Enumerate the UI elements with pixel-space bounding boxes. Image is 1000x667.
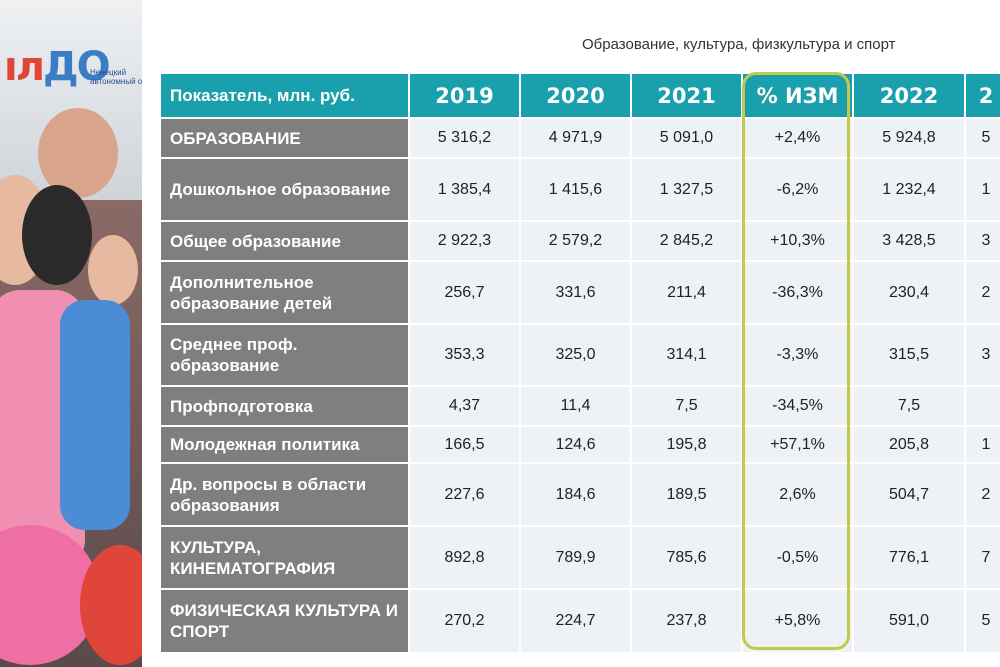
cell-year-2020: 124,6 [521,427,630,462]
cell-change-pct: +2,4% [743,119,852,157]
header-cell-year-2019: 2019 [410,74,519,117]
cell-year-next: 5 [966,590,1000,652]
cell-year-2020: 1 415,6 [521,159,630,220]
cell-change-pct: -0,5% [743,527,852,588]
cell-year-2022: 230,4 [854,262,964,323]
cell-year-2020: 325,0 [521,325,630,385]
logo-mark-left: ıл [4,44,45,90]
cell-year-next: 7 [966,527,1000,588]
cell-year-2021: 785,6 [632,527,741,588]
cell-change-pct: -3,3% [743,325,852,385]
header-cell-year-2021: 2021 [632,74,741,117]
cell-year-2019: 227,6 [410,464,519,525]
cell-change-pct: -6,2% [743,159,852,220]
header-cell-year-2020: 2020 [521,74,630,117]
cell-year-2019: 4,37 [410,387,519,425]
header-cell-label: Показатель, млн. руб. [161,74,408,117]
cell-year-2019: 166,5 [410,427,519,462]
person-child-2 [22,185,92,285]
cell-year-2021: 7,5 [632,387,741,425]
cell-year-2019: 5 316,2 [410,119,519,157]
cell-year-2020: 4 971,9 [521,119,630,157]
cell-year-2019: 256,7 [410,262,519,323]
cell-year-2019: 353,3 [410,325,519,385]
red-balloon [80,545,142,665]
cell-change-pct: -34,5% [743,387,852,425]
cell-year-2022: 315,5 [854,325,964,385]
cell-year-next: 3 [966,222,1000,260]
person-woman [38,108,118,198]
cell-change-pct: +5,8% [743,590,852,652]
cell-year-next: 1 [966,427,1000,462]
cell-change-pct: +57,1% [743,427,852,462]
cell-change-pct: -36,3% [743,262,852,323]
cell-year-2021: 237,8 [632,590,741,652]
cell-year-2019: 1 385,4 [410,159,519,220]
cell-year-2022: 5 924,8 [854,119,964,157]
cell-year-next: 3 [966,325,1000,385]
blue-jacket [60,300,130,530]
logo-mark-right: ДО [43,44,111,90]
row-label: Общее образование [161,222,408,260]
row-label: ФИЗИЧЕСКАЯ КУЛЬТУРА И СПОРТ [161,590,408,652]
cell-year-2022: 7,5 [854,387,964,425]
row-label: ОБРАЗОВАНИЕ [161,119,408,157]
cell-year-2020: 224,7 [521,590,630,652]
cell-year-2022: 591,0 [854,590,964,652]
cell-year-2022: 3 428,5 [854,222,964,260]
row-label: Дополнительное образование детей [161,262,408,323]
cell-year-2021: 211,4 [632,262,741,323]
row-label: Дошкольное образование [161,159,408,220]
cell-year-2019: 892,8 [410,527,519,588]
cell-year-2022: 1 232,4 [854,159,964,220]
cell-year-2022: 205,8 [854,427,964,462]
header-cell-change-pct: % ИЗМ [743,74,852,117]
cell-year-next: 1 [966,159,1000,220]
cell-year-next: 2 [966,464,1000,525]
cell-year-2020: 2 579,2 [521,222,630,260]
logo-okrug-text: Ненецкий автономный окр [90,68,142,86]
row-label: Др. вопросы в области образования [161,464,408,525]
cell-year-2020: 11,4 [521,387,630,425]
header-cell-year-2022: 2022 [854,74,964,117]
cell-year-2021: 1 327,5 [632,159,741,220]
nao-logo: ıлДО Ненецкий автономный окр [0,40,142,100]
row-label: Среднее проф. образование [161,325,408,385]
cell-year-2021: 189,5 [632,464,741,525]
row-label: КУЛЬТУРА, КИНЕМАТОГРАФИЯ [161,527,408,588]
cell-year-2020: 789,9 [521,527,630,588]
cell-year-2021: 314,1 [632,325,741,385]
cell-year-2021: 195,8 [632,427,741,462]
cell-year-2021: 5 091,0 [632,119,741,157]
cell-year-next: 5 [966,119,1000,157]
cell-year-2021: 2 845,2 [632,222,741,260]
cell-year-2020: 184,6 [521,464,630,525]
person-child-3 [88,235,138,305]
cell-year-2020: 331,6 [521,262,630,323]
row-label: Молодежная политика [161,427,408,462]
cell-year-2019: 270,2 [410,590,519,652]
background-photo: ıлДО Ненецкий автономный окр [0,0,142,667]
cell-year-next: 2 [966,262,1000,323]
budget-table: Показатель, млн. руб. 2019 2020 2021% ИЗМ 20… [161,74,1000,652]
cell-year-2019: 2 922,3 [410,222,519,260]
cell-year-2022: 504,7 [854,464,964,525]
cell-change-pct: +10,3% [743,222,852,260]
cell-year-2022: 776,1 [854,527,964,588]
header-cell-year-next: 2 [966,74,1000,117]
row-label: Профподготовка [161,387,408,425]
section-heading: Образование, культура, физкультура и спо… [582,36,896,53]
cell-year-next [966,387,1000,425]
cell-change-pct: 2,6% [743,464,852,525]
